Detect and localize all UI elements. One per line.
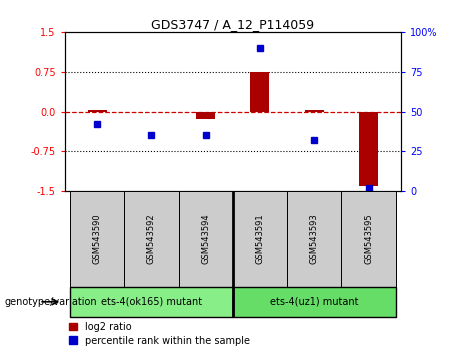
Bar [233,191,287,287]
Bar [70,287,233,317]
Bar [233,287,396,317]
Bar [359,112,378,186]
Text: GSM543592: GSM543592 [147,213,156,264]
Bar [124,191,178,287]
Bar [305,110,324,112]
Bar [178,191,233,287]
Bar [341,191,396,287]
Bar [70,191,124,287]
Text: GSM543595: GSM543595 [364,213,373,264]
Text: genotype/variation: genotype/variation [5,297,97,307]
Text: ets-4(ok165) mutant: ets-4(ok165) mutant [101,297,202,307]
Bar [287,191,341,287]
Legend: log2 ratio, percentile rank within the sample: log2 ratio, percentile rank within the s… [70,322,250,346]
Bar [250,72,269,112]
Bar [196,112,215,120]
Text: ets-4(uz1) mutant: ets-4(uz1) mutant [270,297,359,307]
Text: GSM543594: GSM543594 [201,213,210,264]
Text: GSM543591: GSM543591 [255,213,265,264]
Title: GDS3747 / A_12_P114059: GDS3747 / A_12_P114059 [151,18,314,31]
Text: GSM543590: GSM543590 [93,213,101,264]
Bar [88,110,106,112]
Text: GSM543593: GSM543593 [310,213,319,264]
